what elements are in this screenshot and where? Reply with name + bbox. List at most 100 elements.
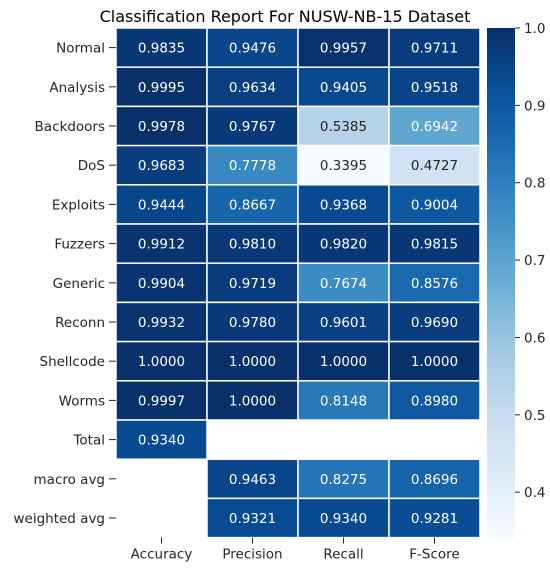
cell-value-label: 0.9932	[138, 315, 185, 331]
heatmap-cell	[388, 184, 481, 225]
row-tick-label: Normal	[56, 41, 105, 57]
heatmap-cell	[297, 262, 390, 304]
cell-value-label: 0.9835	[138, 41, 185, 57]
row-tick-label: Worms	[59, 393, 105, 409]
colorbar-tick-label: 0.7	[524, 253, 545, 269]
heatmap-cell	[297, 301, 390, 343]
cell-value-label: 0.9321	[229, 511, 276, 527]
row-tick-label: Backdoors	[35, 119, 105, 135]
cell-value-label: 0.9719	[229, 276, 276, 292]
row-tick-labels: Normal Analysis Backdoors DoS Exploits Fuzzer…	[13, 41, 116, 527]
cell-value-label: 1.0000	[138, 354, 185, 370]
heatmap-cell	[388, 458, 481, 500]
cell-value-label: 0.7674	[320, 276, 367, 292]
cell-value-label: 0.5385	[320, 119, 367, 135]
cell-value-label: 1.0000	[229, 393, 276, 409]
heatmap-cell	[297, 497, 390, 539]
colorbar-tick-label: 0.9	[524, 98, 545, 114]
cell-value-label: 0.8576	[411, 276, 458, 292]
heatmap-cell	[206, 458, 299, 500]
cell-value-label: 0.9601	[320, 315, 367, 331]
row-tick-label: Shellcode	[40, 354, 106, 370]
cell-value-label: 0.8980	[411, 393, 458, 409]
cell-value-label: 0.8148	[320, 393, 367, 409]
heatmap-cell	[206, 105, 299, 147]
cell-value-label: 0.9340	[138, 433, 185, 449]
cell-value-label: 0.9997	[138, 393, 185, 409]
heatmap-cell	[388, 66, 481, 108]
heatmap-cells	[115, 27, 481, 539]
heatmap-cell	[388, 497, 481, 539]
heatmap-cell	[388, 223, 481, 264]
cell-value-label: 1.0000	[320, 354, 367, 370]
heatmap-cell	[206, 27, 299, 68]
cell-value-label: 0.9978	[138, 119, 185, 135]
cell-value-label: 0.9780	[229, 315, 276, 331]
cell-value-label: 0.9767	[229, 119, 276, 135]
cell-value-label: 0.9711	[411, 41, 458, 57]
cell-value-label: 0.4727	[411, 158, 458, 174]
heatmap-cell	[388, 380, 481, 421]
cell-value-label: 0.9463	[229, 472, 276, 488]
row-tick-label: weighted avg	[13, 511, 105, 527]
row-tick-label: macro avg	[34, 472, 105, 488]
heatmap-cell	[388, 144, 481, 186]
colorbar-tick-label: 1.0	[524, 21, 545, 37]
cell-value-label: 1.0000	[229, 354, 276, 370]
cell-value-label: 0.9810	[229, 237, 276, 253]
row-tick-label: DoS	[78, 158, 105, 174]
heatmap-cell	[388, 27, 481, 68]
cell-value-label: 0.9683	[138, 158, 185, 174]
chart-title: Classification Report For NUSW-NB-15 Dat…	[100, 7, 471, 26]
heatmap-cell	[206, 380, 299, 421]
row-tick-label: Fuzzers	[54, 237, 105, 253]
heatmap-cell	[297, 184, 390, 225]
cell-value-label: 0.8667	[229, 197, 276, 213]
cell-value-label: 0.9281	[411, 511, 458, 527]
heatmap-cell	[206, 497, 299, 539]
cell-value-label: 0.9690	[411, 315, 458, 331]
cell-value-label: 0.9518	[411, 80, 458, 96]
cell-value-label: 0.9444	[138, 197, 185, 213]
colorbar-tick-label: 0.6	[524, 330, 545, 346]
heatmap-cell	[115, 380, 208, 421]
heatmap-cell	[206, 223, 299, 264]
cell-value-label: 0.9957	[320, 41, 367, 57]
cell-value-label: 0.9995	[138, 80, 185, 96]
cell-value-label: 0.9634	[229, 80, 276, 96]
row-tick-label: Generic	[53, 276, 105, 292]
heatmap-cell	[206, 144, 299, 186]
cell-value-label: 0.9368	[320, 197, 367, 213]
heatmap-cell	[206, 184, 299, 225]
colorbar-ticks: 0.4 0.5 0.6 0.7 0.8 0.9 1.0	[515, 21, 545, 501]
heatmap-cell	[388, 105, 481, 147]
column-tick-label: Accuracy	[131, 547, 193, 563]
cell-value-label: 0.6942	[411, 119, 458, 135]
heatmap-cell	[297, 223, 390, 264]
cell-value-label: 0.3395	[320, 158, 367, 174]
heatmap-cell-labels: 0.9835 0.9476 0.9957 0.9711 0.9995 0.9634 0.94…	[138, 41, 458, 527]
cell-value-label: 0.8696	[411, 472, 458, 488]
cell-value-label: 1.0000	[411, 354, 458, 370]
cell-value-label: 0.9904	[138, 276, 185, 292]
cell-value-label: 0.9004	[411, 197, 458, 213]
colorbar-tick-label: 0.4	[524, 485, 545, 501]
colorbar	[487, 28, 515, 539]
heatmap-cell	[115, 223, 208, 264]
heatmap-cell	[388, 340, 481, 382]
row-tick-label: Reconn	[55, 315, 105, 331]
cell-value-label: 0.9912	[138, 237, 185, 253]
row-tick-label: Total	[72, 433, 105, 449]
column-tick-labels: Accuracy Precision Recall F-Score	[131, 537, 460, 563]
column-tick-label: Recall	[323, 547, 363, 563]
cell-value-label: 0.7778	[229, 158, 276, 174]
row-tick-label: Analysis	[49, 80, 105, 96]
row-tick-label: Exploits	[52, 197, 105, 213]
cell-value-label: 0.9815	[411, 237, 458, 253]
heatmap-cell	[115, 419, 208, 460]
heatmap-cell	[115, 301, 208, 343]
cell-value-label: 0.9820	[320, 237, 367, 253]
cell-value-label: 0.8275	[320, 472, 367, 488]
cell-value-label: 0.9476	[229, 41, 276, 57]
